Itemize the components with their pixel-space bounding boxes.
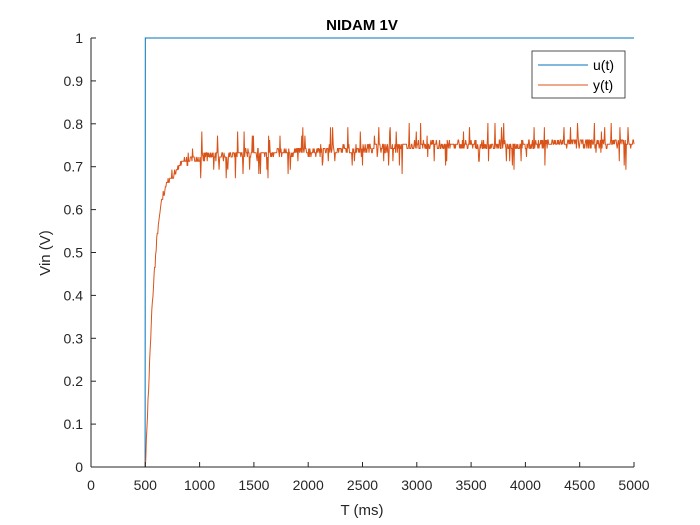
x-tick-label: 3000	[401, 477, 432, 493]
x-tick-label: 3500	[456, 477, 487, 493]
y-tick-label: 0.3	[64, 330, 84, 346]
y-tick-label: 0.9	[64, 73, 84, 89]
y-tick-label: 0.7	[64, 159, 84, 175]
legend-label-1: u(t)	[593, 57, 614, 73]
y-tick-label: 0	[75, 459, 83, 475]
x-tick-label: 2000	[293, 477, 324, 493]
ticks-layer: 0 500 1000 1500 2000 2500 3000 3500 4000 4500 5000…	[64, 30, 650, 493]
x-tick-label: 0	[87, 477, 95, 493]
y-tick-label: 1	[75, 30, 83, 46]
x-tick-label: 4000	[510, 477, 541, 493]
plot-area	[91, 38, 634, 467]
y-tick-label: 0.8	[64, 116, 84, 132]
x-tick-label: 1500	[238, 477, 269, 493]
y-tick-label: 0.5	[64, 245, 84, 261]
y-tick-label: 0.4	[64, 287, 84, 303]
x-tick-label: 2500	[347, 477, 378, 493]
y-tick-label: 0.1	[64, 416, 84, 432]
chart-title: NIDAM 1V	[326, 17, 398, 34]
x-tick-label: 5000	[618, 477, 649, 493]
series-line-2	[91, 122, 635, 468]
legend: u(t) y(t)	[531, 50, 626, 99]
x-tick-label: 4500	[564, 477, 595, 493]
x-tick-label: 500	[134, 477, 158, 493]
y-tick-label: 0.6	[64, 202, 84, 218]
x-axis-label: T (ms)	[340, 502, 383, 519]
legend-box	[531, 50, 626, 99]
y-axis-label: Vin (V)	[37, 230, 54, 276]
y-tick-label: 0.2	[64, 373, 84, 389]
x-tick-label: 1000	[184, 477, 215, 493]
legend-label-2: y(t)	[593, 77, 613, 93]
